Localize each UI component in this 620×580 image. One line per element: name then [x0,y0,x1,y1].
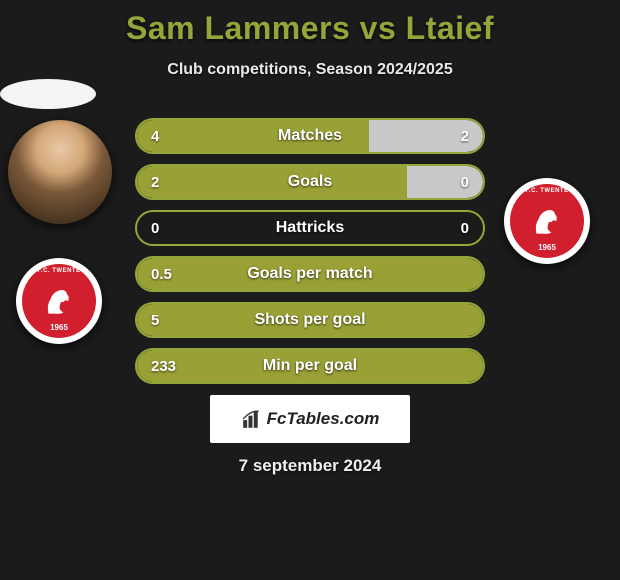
club-name-text: F.C. TWENTE [37,268,80,274]
comparison-chart: 42Matches 20Goals 00Hattricks 0.5Goals per … [135,118,485,394]
bars-icon [241,408,263,430]
stat-label: Goals per match [137,258,483,290]
horse-icon [526,200,568,242]
stat-row: 5Shots per goal [135,302,485,338]
logo-text: FcTables.com [267,409,380,429]
stat-label: Shots per goal [137,304,483,336]
club-year: 1965 [50,323,68,332]
page-title: Sam Lammers vs Ltaief [0,0,620,47]
date-text: 7 september 2024 [0,456,620,476]
stat-label: Hattricks [137,212,483,244]
player2-club-badge: F.C. TWENTE 1965 [504,178,590,264]
stat-label: Matches [137,120,483,152]
fctables-logo[interactable]: FcTables.com [210,395,410,443]
club-year: 1965 [538,243,556,252]
stat-label: Min per goal [137,350,483,382]
player1-club-badge: F.C. TWENTE 1965 [16,258,102,344]
stat-row: 00Hattricks [135,210,485,246]
horse-icon [38,280,80,322]
stat-row: 42Matches [135,118,485,154]
subtitle: Club competitions, Season 2024/2025 [0,61,620,79]
stat-row: 0.5Goals per match [135,256,485,292]
club-name-text: F.C. TWENTE [525,188,568,194]
player2-avatar [0,79,96,109]
stat-row: 233Min per goal [135,348,485,384]
stat-row: 20Goals [135,164,485,200]
stat-label: Goals [137,166,483,198]
player1-avatar [8,120,112,224]
